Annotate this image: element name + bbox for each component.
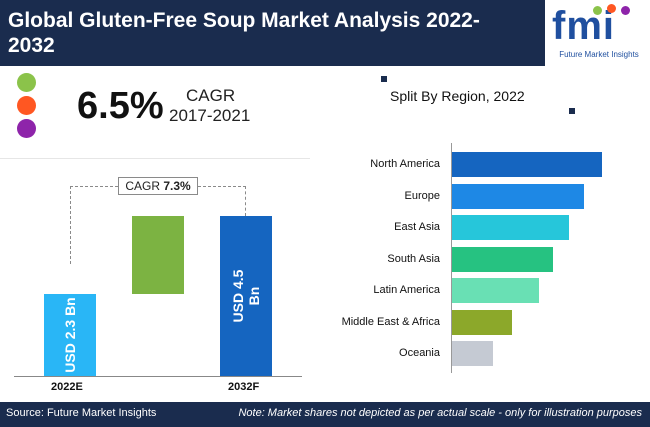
- region-bar: [452, 183, 584, 209]
- region-label: Oceania: [399, 347, 440, 359]
- note-text: Note: Market shares not depicted as per …: [238, 407, 642, 419]
- x-tick-2022: 2022E: [51, 381, 83, 393]
- cagr-forecast-box: CAGR 7.3%: [118, 177, 198, 195]
- logo-text: fmi: [552, 4, 615, 48]
- region-label: Europe: [404, 189, 440, 202]
- region-bar: [452, 215, 569, 240]
- green-dot-icon: [17, 73, 36, 92]
- header-banner: Global Gluten-Free Soup Market Analysis …: [0, 0, 650, 66]
- page-title: Global Gluten-Free Soup Market Analysis …: [8, 9, 480, 57]
- dashed-connector: [198, 186, 246, 187]
- region-label: Latin America: [373, 284, 440, 296]
- region-label: East Asia: [394, 221, 440, 233]
- region-y-axis: [451, 143, 452, 373]
- bullet-square-icon: [569, 108, 575, 114]
- divider: [0, 158, 310, 159]
- dashed-connector: [70, 186, 71, 264]
- x-axis: [14, 376, 302, 377]
- cagr-value: 6.5%: [77, 85, 164, 127]
- logo-dot-icon: [593, 6, 602, 15]
- purple-dot-icon: [17, 119, 36, 138]
- bullet-square-icon: [381, 76, 387, 82]
- cagr-period: 2017-2021: [169, 106, 251, 125]
- bar-2022: [44, 294, 96, 376]
- region-bar: [452, 152, 602, 177]
- bar-2032-value-label-line: USD 4.5: [230, 269, 246, 323]
- region-label: Middle East & Africa: [341, 315, 440, 328]
- logo-subtitle: Future Market Insights: [559, 50, 639, 59]
- region-chart-title: Split By Region, 2022: [390, 88, 525, 104]
- logo-dot-icon: [621, 6, 630, 15]
- cagr-forecast-value: 7.3%: [163, 179, 191, 193]
- cagr-label: CAGR: [186, 86, 236, 105]
- region-label: South Asia: [387, 252, 440, 265]
- region-bar: [452, 309, 512, 335]
- dashed-connector: [70, 186, 118, 187]
- source-text: Source: Future Market Insights: [6, 407, 157, 419]
- bar-2032: [220, 216, 272, 376]
- logo-dot-icon: [607, 4, 616, 13]
- bar-2022-value-label: USD 2.3 Bn: [62, 297, 78, 373]
- footer: Source: Future Market Insights Note: Mar…: [0, 402, 650, 427]
- growth-bar: [132, 216, 184, 295]
- region-label: North America: [370, 158, 440, 170]
- dashed-connector: [245, 186, 246, 216]
- x-tick-2032: 2032F: [228, 381, 260, 393]
- region-bar: [452, 341, 493, 366]
- region-bar: [452, 246, 553, 272]
- cagr-forecast-label: CAGR: [125, 179, 160, 193]
- orange-dot-icon: [17, 96, 36, 115]
- region-bar: [452, 278, 539, 303]
